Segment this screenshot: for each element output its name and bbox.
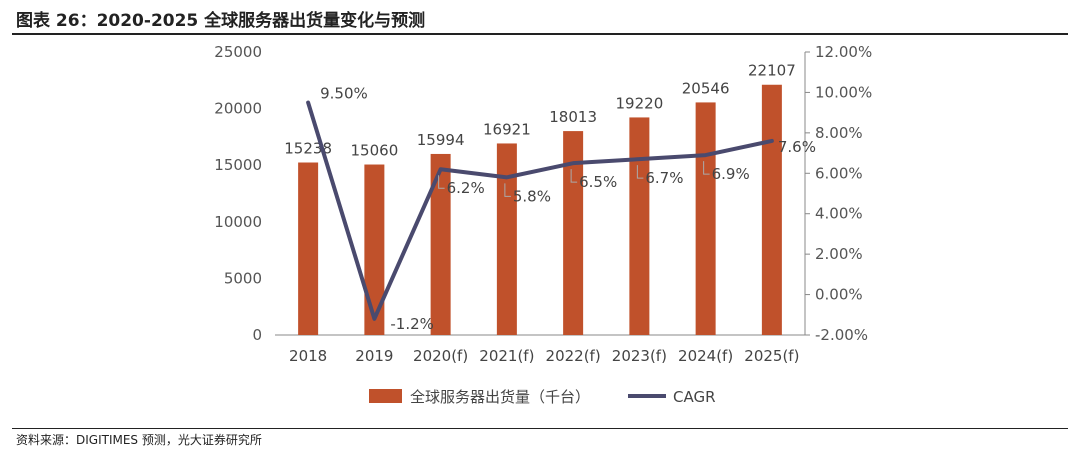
x-tick-label: 2025(f) bbox=[744, 347, 799, 365]
bar bbox=[430, 153, 451, 335]
bar-value-label: 19220 bbox=[616, 94, 664, 112]
bar bbox=[298, 162, 319, 335]
cagr-value-label: 6.2% bbox=[447, 179, 485, 197]
legend-bar-swatch bbox=[369, 389, 402, 403]
bar bbox=[761, 84, 782, 336]
y-right-tick-label: 12.00% bbox=[815, 43, 872, 61]
source-note: 资料来源：DIGITIMES 预测，光大证券研究所 bbox=[16, 433, 262, 447]
bar-value-label: 15060 bbox=[351, 142, 399, 160]
y-right-tick-label: 2.00% bbox=[815, 245, 863, 263]
legend-bar-label: 全球服务器出货量（千台） bbox=[410, 388, 590, 406]
bar-value-label: 15994 bbox=[417, 131, 465, 149]
y-left-tick-label: 5000 bbox=[224, 269, 262, 287]
bar bbox=[695, 102, 716, 335]
y-right-tick-label: 4.00% bbox=[815, 205, 863, 223]
y-right-tick-label: 8.00% bbox=[815, 124, 863, 142]
y-left-tick-label: 25000 bbox=[214, 43, 262, 61]
x-tick-label: 2021(f) bbox=[479, 347, 534, 365]
cagr-value-label: 7.6% bbox=[778, 138, 816, 156]
x-tick-label: 2019 bbox=[355, 347, 393, 365]
x-tick-label: 2020(f) bbox=[413, 347, 468, 365]
cagr-label-leader bbox=[570, 169, 578, 183]
cagr-label-leader bbox=[636, 165, 644, 179]
cagr-line bbox=[306, 100, 774, 321]
cagr-value-label: -1.2% bbox=[390, 315, 434, 333]
y-left-tick-label: 10000 bbox=[214, 213, 262, 231]
y-right-tick-label: 10.00% bbox=[815, 83, 872, 101]
cagr-value-label: 5.8% bbox=[513, 187, 551, 205]
cagr-value-label: 9.50% bbox=[320, 85, 368, 103]
y-right-tick-label: -2.00% bbox=[815, 326, 868, 344]
bar-value-label: 18013 bbox=[549, 108, 597, 126]
cagr-value-label: 6.9% bbox=[712, 165, 750, 183]
title-rule bbox=[12, 33, 1068, 35]
y-left-tick-label: 20000 bbox=[214, 100, 262, 118]
x-tick-label: 2024(f) bbox=[678, 347, 733, 365]
y-left-tick-label: 15000 bbox=[214, 156, 262, 174]
bar-value-label: 22107 bbox=[748, 62, 796, 80]
y-right-tick-label: 0.00% bbox=[815, 286, 863, 304]
x-tick-label: 2023(f) bbox=[612, 347, 667, 365]
x-tick-label: 2022(f) bbox=[546, 347, 601, 365]
bar-value-label: 20546 bbox=[682, 79, 730, 97]
y-right-tick-label: 6.00% bbox=[815, 164, 863, 182]
bar bbox=[364, 164, 385, 335]
bar-value-label: 16921 bbox=[483, 120, 531, 138]
y-left-tick-label: 0 bbox=[252, 326, 262, 344]
bar bbox=[496, 143, 517, 335]
x-tick-label: 2018 bbox=[289, 347, 327, 365]
cagr-label-leader bbox=[438, 175, 445, 189]
legend-line-label: CAGR bbox=[673, 388, 716, 406]
chart-title: 图表 26：2020-2025 全球服务器出货量变化与预测 bbox=[16, 11, 426, 31]
cagr-label-leader bbox=[703, 161, 710, 175]
bar bbox=[563, 131, 584, 335]
cagr-label-leader bbox=[504, 183, 511, 197]
bar bbox=[629, 117, 650, 336]
cagr-value-label: 6.5% bbox=[579, 173, 617, 191]
cagr-value-label: 6.7% bbox=[645, 169, 683, 187]
source-rule bbox=[12, 428, 1068, 429]
